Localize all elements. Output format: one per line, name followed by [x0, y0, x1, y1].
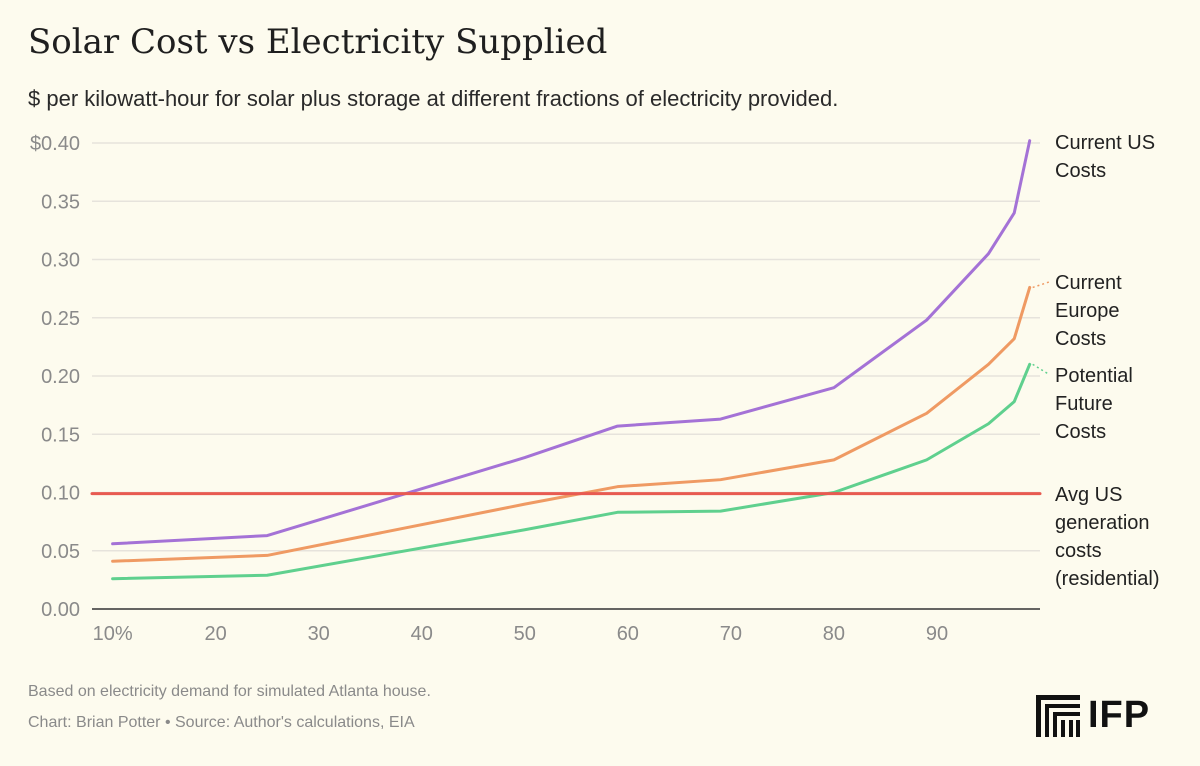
grid-lines — [92, 142, 1040, 552]
x-axis-ticks: 10% 20 30 40 50 60 70 80 90 — [93, 623, 948, 645]
x-tick-label: 40 — [411, 623, 433, 645]
series-label-line: Costs — [1055, 328, 1106, 350]
ifp-logo: IFP — [1036, 694, 1150, 737]
series-line-us — [111, 139, 1032, 546]
series-label-line: Future — [1055, 393, 1113, 415]
label-leader-future — [1032, 363, 1050, 375]
y-tick-label: 0.20 — [41, 366, 80, 388]
series-label-line: Avg US — [1055, 484, 1122, 506]
series-label-future: Potential Future Costs — [1055, 365, 1133, 443]
footer-credit: Chart: Brian Potter • Source: Author's c… — [28, 714, 415, 731]
series-label-line: Current US — [1055, 132, 1155, 154]
series-label-avg: Avg US generation costs (residential) — [1055, 484, 1159, 590]
series-label-line: Current — [1055, 272, 1122, 294]
series-lines — [90, 139, 1042, 581]
x-tick-label: 60 — [617, 623, 639, 645]
x-tick-label: 30 — [308, 623, 330, 645]
label-leader-europe — [1032, 281, 1050, 289]
y-tick-label: 0.00 — [41, 599, 80, 621]
y-tick-label: $0.40 — [30, 133, 80, 155]
chart-title: Solar Cost vs Electricity Supplied — [28, 22, 608, 62]
footer-note: Based on electricity demand for simulate… — [28, 683, 431, 700]
series-label-us: Current US Costs — [1055, 132, 1155, 182]
series-label-line: Potential — [1055, 365, 1133, 387]
x-tick-label: 80 — [823, 623, 845, 645]
ifp-logo-mark-icon — [1036, 694, 1080, 737]
series-label-line: generation — [1055, 512, 1150, 534]
label-leaders — [1032, 281, 1050, 375]
series-line-europe — [111, 285, 1032, 563]
y-tick-label: 0.30 — [41, 250, 80, 272]
series-label-line: costs — [1055, 540, 1102, 562]
series-label-line: Europe — [1055, 300, 1120, 322]
y-tick-label: 0.10 — [41, 483, 80, 505]
logo-text: IFP — [1088, 694, 1151, 736]
series-label-line: (residential) — [1055, 568, 1159, 590]
x-tick-label: 10% — [93, 623, 133, 645]
series-label-line: Costs — [1055, 160, 1106, 182]
chart-subtitle: $ per kilowatt-hour for solar plus stora… — [28, 86, 839, 111]
x-tick-label: 90 — [926, 623, 948, 645]
series-label-europe: Current Europe Costs — [1055, 272, 1122, 350]
x-tick-label: 50 — [514, 623, 536, 645]
y-tick-label: 0.35 — [41, 191, 80, 213]
x-tick-label: 20 — [205, 623, 227, 645]
y-tick-label: 0.15 — [41, 424, 80, 446]
series-label-line: Costs — [1055, 421, 1106, 443]
y-tick-label: 0.25 — [41, 308, 80, 330]
y-tick-label: 0.05 — [41, 541, 80, 563]
x-tick-label: 70 — [720, 623, 742, 645]
series-line-future — [111, 362, 1032, 581]
y-axis-ticks: 0.00 0.05 0.10 0.15 0.20 0.25 0.30 0.35 $0.40 — [30, 133, 80, 621]
